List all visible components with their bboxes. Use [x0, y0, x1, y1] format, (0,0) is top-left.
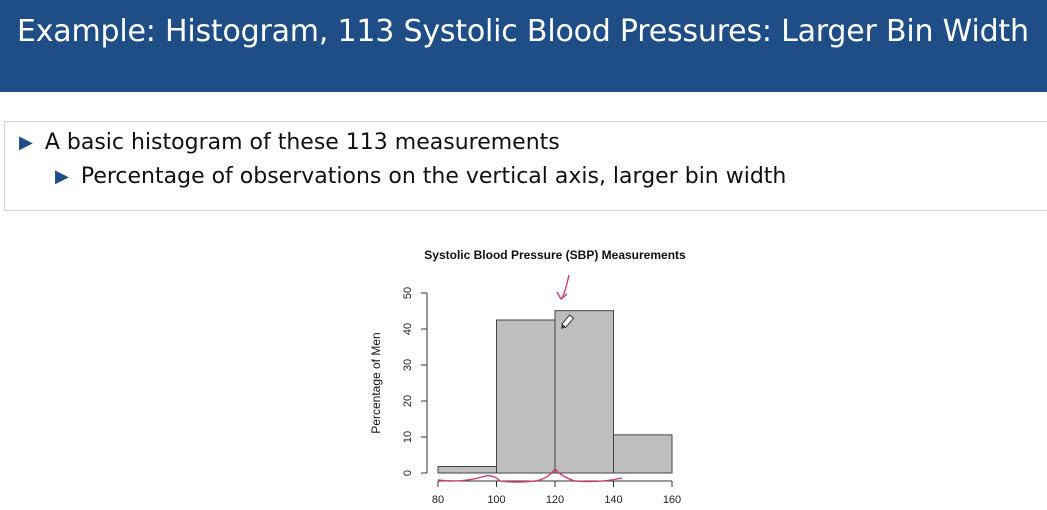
bullet-level-2: ▶ Percentage of observations on the vert…: [55, 164, 786, 189]
annotation-curve: [437, 467, 623, 483]
bars-group: [437, 310, 673, 474]
axes-group: 0 10 20 30 40 50 80 100 120 140 160: [402, 287, 681, 506]
y-tick-label: 50: [402, 287, 414, 299]
chart-title: Systolic Blood Pressure (SBP) Measuremen…: [424, 248, 686, 262]
histogram-bar: [554, 310, 614, 474]
slide-title: Example: Histogram, 113 Systolic Blood P…: [17, 14, 1029, 49]
histogram-chart: Systolic Blood Pressure (SBP) Measuremen…: [0, 215, 1047, 506]
x-tick-label: 140: [604, 494, 622, 505]
y-tick-label: 30: [402, 359, 414, 371]
x-tick-label: 160: [663, 494, 681, 505]
bullet-box: ▶ A basic histogram of these 113 measure…: [4, 121, 1047, 211]
y-tick-label: 0: [402, 470, 414, 476]
histogram-bar: [437, 466, 497, 474]
histogram-bar: [496, 319, 556, 474]
y-tick-label: 20: [402, 395, 414, 407]
triangle-right-icon: ▶: [55, 166, 69, 187]
y-axis-label: Percentage of Men: [369, 332, 383, 433]
x-tick-label: 80: [432, 494, 444, 505]
bullet-text: A basic histogram of these 113 measureme…: [44, 130, 560, 155]
chart-svg: Systolic Blood Pressure (SBP) Measuremen…: [369, 248, 686, 506]
y-tick-label: 10: [402, 431, 414, 443]
pen-annotations: [437, 274, 623, 483]
pencil-icon: [561, 314, 575, 329]
bullet-level-1: ▶ A basic histogram of these 113 measure…: [19, 130, 560, 155]
annotation-arrow-head: [556, 291, 568, 301]
x-tick-label: 120: [546, 494, 564, 505]
triangle-right-icon: ▶: [19, 132, 33, 153]
histogram-bar: [613, 434, 673, 474]
title-bar: Example: Histogram, 113 Systolic Blood P…: [0, 0, 1047, 92]
x-tick-label: 100: [487, 494, 505, 505]
y-tick-label: 40: [402, 323, 414, 335]
bullet-text: Percentage of observations on the vertic…: [80, 164, 787, 189]
